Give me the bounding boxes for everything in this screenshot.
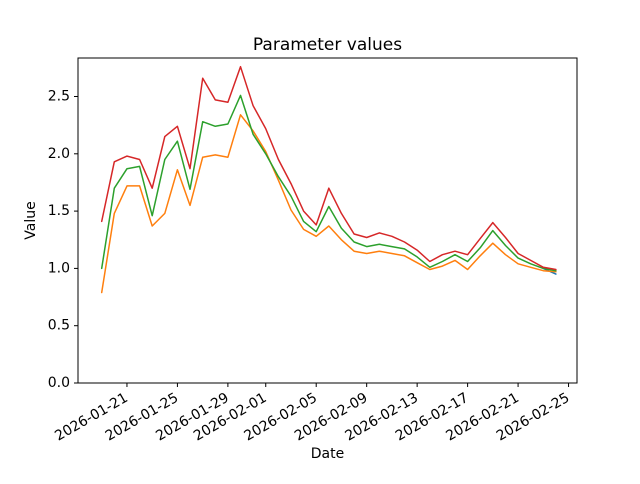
y-tick-label: 2.5 [48,89,70,105]
y-axis-label: Value [23,201,39,239]
ticks-layer: 2026-01-212026-01-252026-01-292026-02-01… [48,89,573,445]
y-tick-label: 1.0 [48,260,70,276]
chart-title: Parameter values [253,35,402,55]
plot-frame [77,57,578,384]
x-axis-label: Date [311,446,344,462]
y-tick-label: 0.5 [48,318,70,334]
series-orange-line [100,114,557,294]
y-tick-label: 1.5 [48,203,70,219]
series-layer [100,65,557,294]
y-tick-label: 2.0 [48,146,70,162]
y-tick-label: 0.0 [48,375,70,391]
series-green-line [100,94,557,272]
series-red-line [100,65,557,271]
